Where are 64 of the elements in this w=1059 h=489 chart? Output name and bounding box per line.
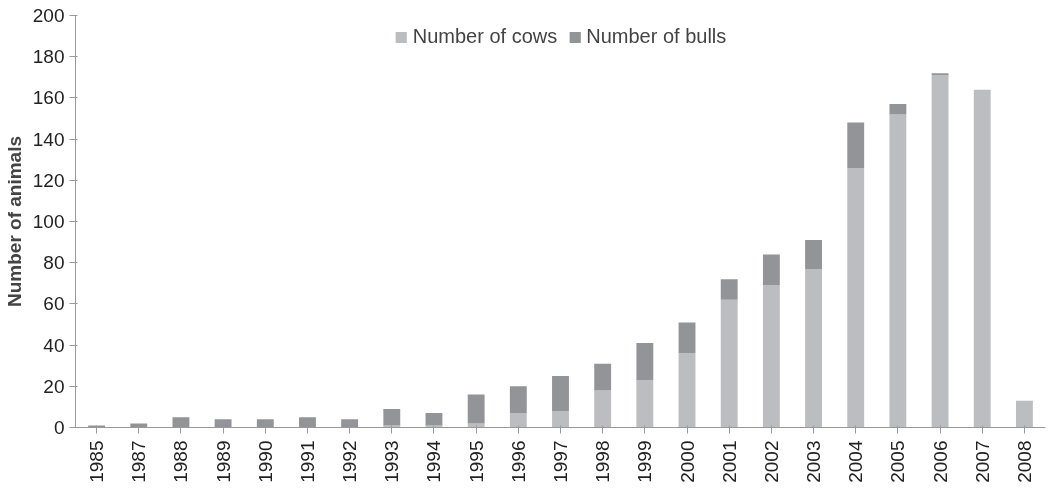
x-tick-label: 2002 (760, 440, 782, 483)
x-tick-label: 1992 (339, 440, 361, 483)
x-tick-label: 2007 (971, 440, 993, 483)
x-tick-label: 1998 (592, 440, 614, 483)
y-tick-label: 180 (32, 46, 65, 68)
bar (720, 299, 738, 428)
x-tick-label: 1985 (86, 440, 108, 483)
bar (847, 167, 865, 428)
bar (973, 89, 991, 428)
x-tick-label: 1997 (550, 440, 571, 483)
y-tick-label: 80 (43, 252, 65, 274)
bar (889, 104, 907, 115)
y-tick-label: 60 (43, 293, 65, 315)
bar (931, 75, 949, 428)
bar (931, 73, 949, 76)
bar (383, 425, 401, 428)
bar (889, 114, 907, 428)
x-tick-label: 2006 (929, 440, 951, 483)
y-tick-label: 120 (32, 169, 65, 191)
bar (636, 343, 654, 381)
x-tick-label: 2001 (718, 440, 740, 483)
bar (594, 363, 612, 391)
bar (720, 279, 738, 300)
y-tick-label: 140 (32, 128, 65, 150)
bar (467, 394, 485, 424)
x-tick-label: 1999 (634, 440, 656, 483)
bar (805, 268, 822, 428)
x-tick-label: 2000 (676, 440, 698, 483)
bar (762, 285, 780, 428)
legend-label: Number of cows (412, 25, 558, 48)
bar (762, 254, 780, 286)
x-tick-label: 1995 (465, 440, 487, 483)
bar (509, 413, 527, 428)
legend-label: Number of bulls (586, 25, 727, 48)
x-tick-label: 2005 (887, 440, 909, 483)
bar (678, 322, 696, 354)
bar (594, 390, 612, 428)
y-tick-label: 40 (43, 334, 65, 356)
x-tick-label: 1987 (128, 440, 150, 483)
y-tick-label: 100 (32, 211, 65, 232)
bar (467, 423, 485, 428)
bar (509, 386, 527, 414)
x-tick-label: 1988 (170, 440, 192, 483)
x-tick-label: 1991 (296, 440, 318, 483)
bar (1015, 400, 1033, 428)
x-tick-label: 1990 (254, 440, 276, 483)
x-tick-label: 2004 (845, 440, 867, 483)
x-tick-label: 1996 (507, 440, 529, 483)
x-tick-label: 2003 (803, 440, 825, 483)
y-axis-title: Number of animals (3, 135, 25, 308)
x-tick-label: 1993 (381, 440, 403, 483)
bar (636, 380, 654, 428)
x-tick-label: 1994 (423, 440, 445, 483)
x-tick-label: 1989 (212, 440, 234, 483)
bar (678, 353, 696, 428)
bar (552, 411, 569, 428)
bar (552, 376, 569, 412)
y-tick-label: 20 (43, 375, 65, 397)
x-tick-label: 2008 (1013, 440, 1035, 483)
bar (805, 240, 822, 269)
y-tick-label: 200 (32, 5, 65, 26)
y-tick-label: 0 (53, 417, 65, 438)
bar (847, 122, 865, 168)
y-tick-label: 160 (32, 87, 65, 109)
